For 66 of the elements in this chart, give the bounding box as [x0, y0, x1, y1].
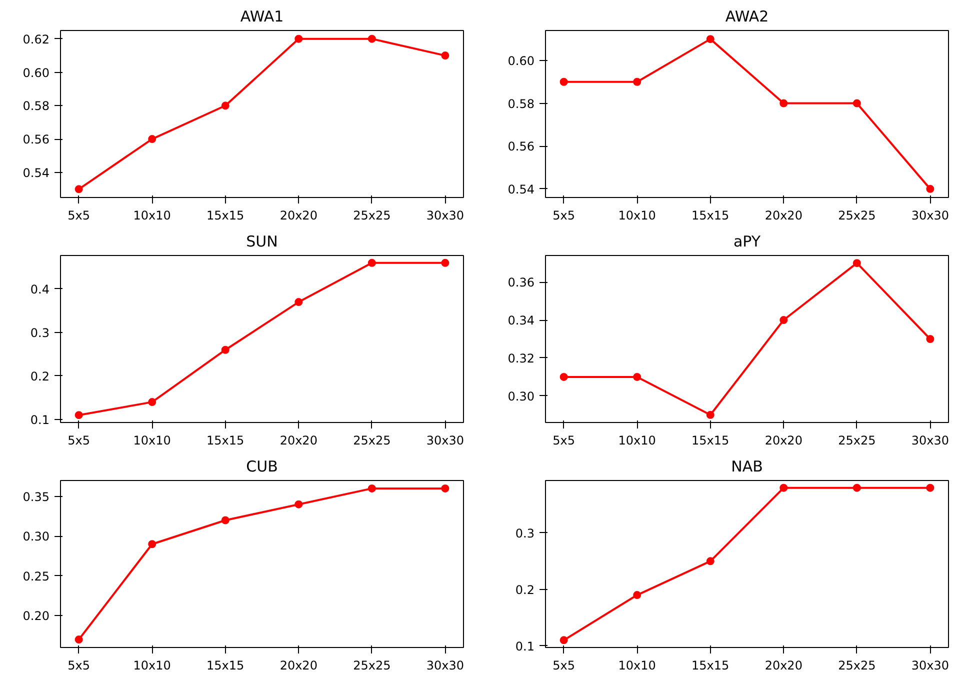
- chart-title: AWA2: [725, 8, 769, 26]
- x-tick-label: 25x25: [838, 434, 876, 448]
- x-tick-label: 5x5: [68, 658, 90, 672]
- x-tick-label: 15x15: [692, 658, 730, 672]
- x-tick-label: 30x30: [426, 434, 464, 448]
- x-tick-label: 15x15: [206, 434, 244, 448]
- x-tick-label: 15x15: [206, 208, 244, 222]
- y-tick-label: 0.34: [508, 314, 534, 328]
- x-tick-label: 10x10: [618, 434, 656, 448]
- y-tick-label: 0.60: [508, 54, 534, 68]
- x-tick-label: 30x30: [911, 434, 949, 448]
- x-tick-label: 10x10: [618, 658, 656, 672]
- x-tick-label: 5x5: [68, 434, 90, 448]
- y-tick-label: 0.4: [30, 282, 50, 296]
- chart-title: CUB: [246, 458, 278, 476]
- y-tick-label: 0.30: [22, 530, 50, 544]
- y-tick-label: 0.58: [22, 99, 50, 114]
- x-tick-label: 10x10: [133, 208, 171, 222]
- x-tick-label: 25x25: [838, 208, 876, 222]
- x-tick-label: 30x30: [911, 658, 949, 672]
- x-tick-label: 30x30: [426, 658, 464, 672]
- y-tick-label: 0.58: [508, 96, 534, 111]
- x-tick-label: 15x15: [692, 208, 730, 222]
- y-tick-label: 0.20: [22, 609, 50, 624]
- y-tick-label: 0.54: [508, 182, 534, 196]
- x-tick-label: 25x25: [353, 434, 391, 448]
- chart-title: SUN: [246, 232, 278, 250]
- y-tick-label: 0.56: [22, 132, 50, 147]
- y-tick-label: 0.30: [508, 389, 534, 404]
- y-tick-label: 0.56: [508, 140, 534, 154]
- x-tick-label: 25x25: [838, 658, 876, 672]
- y-tick-label: 0.3: [30, 326, 50, 340]
- y-tick-label: 0.62: [22, 32, 50, 46]
- y-tick-label: 0.1: [30, 412, 50, 427]
- x-tick-label: 20x20: [280, 208, 318, 222]
- x-tick-label: 30x30: [426, 208, 464, 222]
- x-tick-label: 30x30: [911, 208, 949, 222]
- y-tick-label: 0.2: [30, 369, 50, 384]
- x-tick-label: 5x5: [552, 208, 576, 222]
- y-tick-label: 0.3: [515, 526, 535, 540]
- chart-title: NAB: [731, 458, 763, 476]
- x-tick-label: 20x20: [764, 658, 802, 672]
- x-tick-label: 20x20: [280, 434, 318, 448]
- x-tick-label: 10x10: [133, 434, 171, 448]
- y-tick-label: 0.60: [22, 66, 50, 80]
- y-tick-label: 0.35: [22, 490, 50, 504]
- x-tick-label: 25x25: [353, 208, 391, 222]
- y-tick-label: 0.36: [508, 276, 534, 290]
- y-tick-label: 0.32: [508, 351, 534, 366]
- y-tick-label: 0.25: [22, 569, 50, 584]
- chart-title: aPY: [733, 232, 762, 250]
- x-tick-label: 15x15: [692, 434, 730, 448]
- x-tick-label: 5x5: [68, 208, 90, 222]
- y-tick-label: 0.1: [515, 639, 535, 654]
- x-tick-label: 20x20: [764, 208, 802, 222]
- x-tick-label: 20x20: [280, 658, 318, 672]
- y-tick-label: 0.2: [515, 582, 535, 597]
- x-tick-label: 10x10: [618, 208, 656, 222]
- x-tick-label: 25x25: [353, 658, 391, 672]
- chart-title: AWA1: [240, 8, 284, 26]
- x-tick-label: 5x5: [552, 434, 576, 448]
- x-tick-label: 10x10: [133, 658, 171, 672]
- x-tick-label: 20x20: [764, 434, 802, 448]
- x-tick-label: 15x15: [206, 658, 244, 672]
- y-tick-label: 0.54: [22, 166, 50, 180]
- x-tick-label: 5x5: [552, 658, 576, 672]
